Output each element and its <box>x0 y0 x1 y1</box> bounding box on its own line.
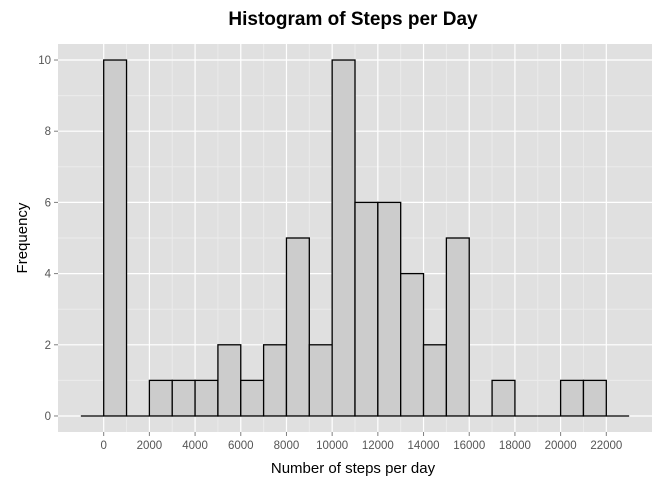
y-tick-label: 2 <box>45 340 51 352</box>
histogram-bar <box>422 344 448 417</box>
x-axis: 0 2000 4000 6000 8000 10000 12000 14000 16000 180… <box>100 432 622 452</box>
x-tick-label: 12000 <box>362 440 394 452</box>
histogram-bar <box>377 201 402 417</box>
histogram-bar <box>331 59 356 417</box>
x-axis-title: Number of steps per day <box>271 460 436 477</box>
histogram-bar <box>354 201 379 417</box>
x-tick-label: 18000 <box>499 440 531 452</box>
histogram-bar <box>582 379 607 417</box>
x-tick-label: 4000 <box>182 440 208 452</box>
x-tick-label: 20000 <box>545 440 577 452</box>
chart-title: Histogram of Steps per Day <box>228 9 478 30</box>
histogram-bars <box>80 59 630 417</box>
histogram-bar <box>491 379 516 417</box>
y-tick-label: 8 <box>45 126 51 138</box>
histogram-bar <box>148 379 173 417</box>
histogram-bar <box>559 379 585 417</box>
y-axis: 0 2 4 6 8 10 <box>38 55 58 423</box>
x-tick-label: 8000 <box>274 440 300 452</box>
histogram-bar <box>400 272 425 417</box>
x-tick-label: 16000 <box>453 440 485 452</box>
x-tick-label: 0 <box>100 440 106 452</box>
y-axis-title: Frequency <box>14 202 31 273</box>
y-tick-label: 10 <box>38 55 51 67</box>
y-tick-label: 6 <box>45 197 51 209</box>
x-tick-label: 14000 <box>408 440 440 452</box>
histogram-bar <box>194 379 219 417</box>
histogram-bar <box>103 59 128 417</box>
histogram-bar <box>171 379 196 417</box>
histogram-bar <box>240 379 265 417</box>
y-tick-label: 0 <box>45 411 51 423</box>
x-tick-label: 2000 <box>137 440 163 452</box>
x-tick-label: 10000 <box>316 440 348 452</box>
histogram-bar <box>285 237 310 417</box>
histogram-bar <box>308 344 333 417</box>
histogram-bar <box>217 344 242 417</box>
x-tick-label: 6000 <box>228 440 254 452</box>
y-tick-label: 4 <box>45 269 52 281</box>
histogram-bar <box>445 237 470 417</box>
x-tick-label: 22000 <box>590 440 622 452</box>
histogram-bar <box>262 344 288 417</box>
